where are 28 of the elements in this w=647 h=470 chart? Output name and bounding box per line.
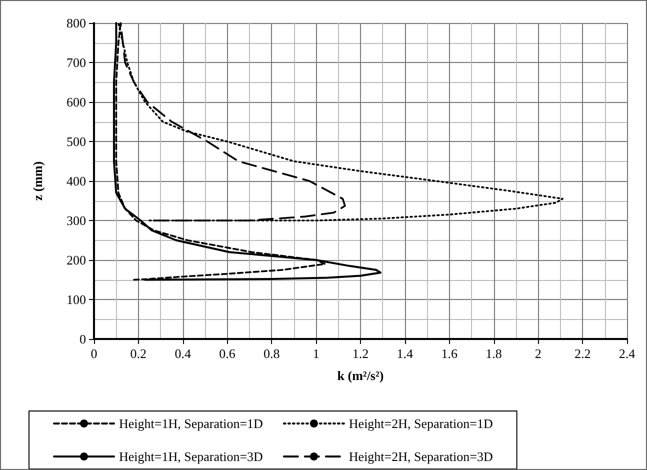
x-tick-label: 0.8 bbox=[264, 346, 280, 361]
x-tick-label: 1 bbox=[312, 346, 320, 361]
y-tick-label: 700 bbox=[66, 55, 86, 70]
y-tick-label: 600 bbox=[66, 94, 86, 110]
x-tick-label: 0 bbox=[90, 346, 98, 361]
x-tick-label: 2.2 bbox=[574, 346, 591, 361]
legend-label: Height=2H, Separation=1D bbox=[348, 416, 493, 431]
y-tick-label: 300 bbox=[66, 213, 86, 228]
x-tick-label: 1.2 bbox=[352, 346, 369, 361]
x-tick-label: 0.2 bbox=[130, 346, 147, 361]
legend-label: Height=2H, Separation=3D bbox=[348, 449, 493, 464]
x-tick-label: 1.8 bbox=[486, 346, 502, 361]
x-tick-label: 0.4 bbox=[174, 346, 192, 361]
y-tick-label: 0 bbox=[80, 332, 86, 346]
y-tick-label: 100 bbox=[66, 292, 86, 307]
y-tick-label: 500 bbox=[66, 134, 86, 149]
legend-label: Height=1H, Separation=3D bbox=[119, 449, 263, 464]
x-tick-label: 2.4 bbox=[618, 346, 636, 361]
y-tick-label: 400 bbox=[66, 174, 86, 188]
x-tick-label: 1.6 bbox=[441, 346, 458, 361]
y-axis-title: z (mm) bbox=[30, 161, 45, 201]
x-tick-label: 1.4 bbox=[396, 346, 414, 361]
x-tick-label: 2 bbox=[534, 346, 542, 361]
y-tick-label: 800 bbox=[66, 16, 86, 30]
x-tick-label: 0.6 bbox=[219, 346, 236, 361]
y-tick-label: 200 bbox=[66, 252, 86, 268]
x-axis-title: k (m²/s²) bbox=[337, 368, 384, 383]
legend-label: Height=1H, Separation=1D bbox=[119, 416, 263, 431]
